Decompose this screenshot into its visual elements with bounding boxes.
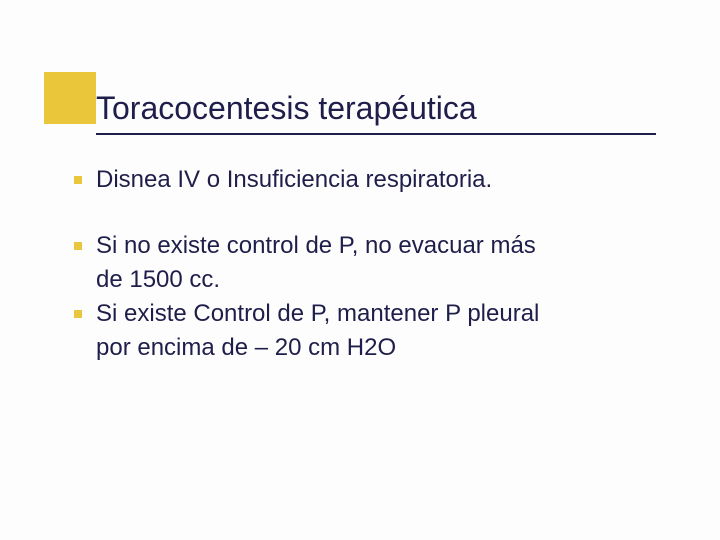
paragraph-gap bbox=[96, 197, 656, 229]
accent-square bbox=[44, 72, 96, 124]
bullet-item-1: Disnea IV o Insuficiencia respiratoria. bbox=[96, 163, 656, 197]
bullet-marker bbox=[74, 310, 82, 318]
bullet-marker bbox=[74, 176, 82, 184]
body-text: Disnea IV o Insuficiencia respiratoria. … bbox=[96, 163, 656, 365]
body-line: de 1500 cc. bbox=[96, 263, 656, 297]
title-underline bbox=[96, 133, 656, 135]
bullet-item-2: Si no existe control de P, no evacuar má… bbox=[96, 229, 656, 263]
bullet-item-3: Si existe Control de P, mantener P pleur… bbox=[96, 297, 656, 331]
bullet-marker bbox=[74, 242, 82, 250]
slide-title: Toracocentesis terapéutica bbox=[96, 90, 656, 127]
body-line: por encima de – 20 cm H2O bbox=[96, 331, 656, 365]
body-line: Si no existe control de P, no evacuar má… bbox=[96, 229, 536, 263]
body-line: Disnea IV o Insuficiencia respiratoria. bbox=[96, 163, 492, 197]
body-line: Si existe Control de P, mantener P pleur… bbox=[96, 297, 539, 331]
slide-content: Toracocentesis terapéutica Disnea IV o I… bbox=[96, 90, 656, 365]
